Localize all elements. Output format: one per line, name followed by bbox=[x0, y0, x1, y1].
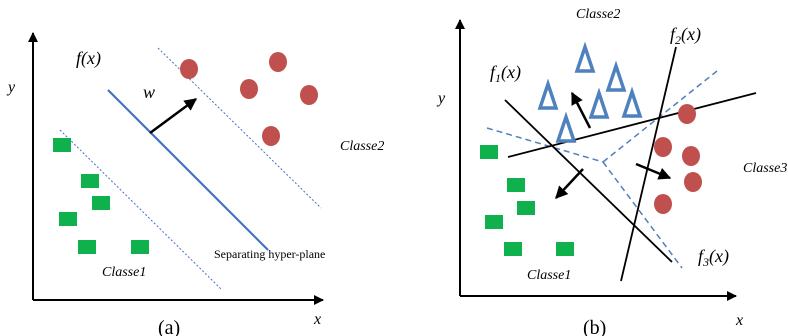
panel-b-class2-label: Classe2 bbox=[576, 7, 620, 22]
panel-a-hyperplane bbox=[107, 89, 269, 251]
panel-a-x-label: x bbox=[313, 311, 321, 328]
panel-a-y-label: y bbox=[6, 79, 16, 96]
panel-a-margin-line-lower bbox=[59, 129, 223, 291]
blue-triangle bbox=[574, 41, 596, 73]
green-square bbox=[92, 196, 110, 210]
panel-b-caption: (b) bbox=[583, 317, 606, 336]
panel-b-f1-label: f1(x) bbox=[490, 62, 521, 85]
green-square bbox=[81, 174, 99, 188]
panel-b-class1-points bbox=[480, 145, 574, 256]
green-square bbox=[504, 242, 522, 256]
panel-a-function-label: f(x) bbox=[76, 48, 101, 69]
panel-a-class2-points bbox=[180, 52, 318, 146]
red-circle bbox=[240, 79, 258, 99]
panel-b-class3-label: Classe3 bbox=[743, 161, 787, 176]
panel-a-class1-points bbox=[53, 138, 149, 254]
green-square bbox=[556, 242, 574, 256]
panel-a-hyperplane-label: Separating hyper-plane bbox=[214, 247, 325, 261]
panel-b-y-label: y bbox=[436, 90, 446, 107]
blue-triangle bbox=[605, 60, 627, 92]
red-circle bbox=[262, 126, 280, 146]
green-square bbox=[78, 240, 96, 254]
blue-triangle bbox=[621, 86, 643, 118]
panel-b-f1-line bbox=[507, 92, 757, 158]
green-square bbox=[517, 201, 535, 215]
panel-b-f3-label: f3(x) bbox=[698, 246, 729, 269]
panel-a-class2-label: Classe2 bbox=[340, 139, 384, 154]
green-square bbox=[480, 145, 498, 159]
panel-b-arrow-right bbox=[635, 162, 672, 180]
panel-b-arrow-up bbox=[570, 91, 592, 129]
red-circle bbox=[269, 52, 287, 72]
panel-b: y x f1(x) f2(x) f3(x) Classe2 Classe3 Cl… bbox=[436, 7, 787, 336]
green-square bbox=[485, 215, 503, 229]
green-square bbox=[59, 212, 77, 226]
green-square bbox=[507, 178, 525, 192]
red-circle bbox=[180, 59, 198, 79]
panel-b-class3-points bbox=[654, 104, 702, 214]
blue-triangle bbox=[537, 78, 559, 110]
panel-b-f3-line bbox=[504, 99, 673, 263]
panel-b-x-label: x bbox=[735, 312, 743, 329]
panel-b-class1-label: Classe1 bbox=[527, 268, 571, 283]
panel-b-f2-label: f2(x) bbox=[670, 24, 701, 47]
red-circle bbox=[678, 104, 696, 124]
panel-b-arrow-down-left bbox=[555, 168, 584, 199]
red-circle bbox=[654, 137, 672, 157]
panel-a-class1-label: Classe1 bbox=[102, 265, 146, 280]
blue-triangle bbox=[588, 87, 610, 119]
red-circle bbox=[684, 172, 702, 192]
panel-b-f2-line bbox=[620, 46, 677, 282]
panel-a-w-label: w bbox=[143, 82, 155, 102]
panel-a-caption: (a) bbox=[158, 317, 180, 336]
green-square bbox=[53, 138, 71, 152]
red-circle bbox=[654, 194, 672, 214]
panel-a-w-arrow bbox=[149, 97, 198, 135]
red-circle bbox=[300, 85, 318, 105]
panel-a: y x f(x) w Classe2 Classe1 Separating hy… bbox=[6, 32, 384, 336]
green-square bbox=[131, 240, 149, 254]
panel-b-class2-points bbox=[537, 41, 643, 143]
red-circle bbox=[682, 146, 700, 166]
blue-triangle bbox=[555, 111, 577, 143]
